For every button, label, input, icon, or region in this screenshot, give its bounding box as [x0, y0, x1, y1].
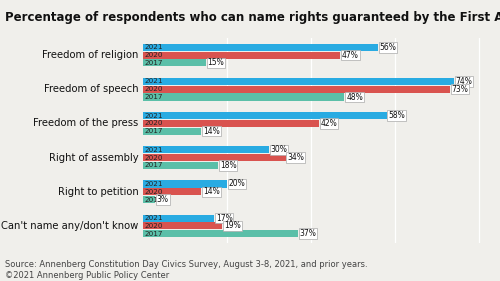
Text: 2017: 2017	[144, 94, 163, 100]
Bar	[142, 78, 454, 85]
Text: 18%: 18%	[220, 161, 236, 170]
Text: 2017: 2017	[144, 162, 163, 168]
Text: Right of assembly: Right of assembly	[48, 153, 138, 163]
Text: Freedom of the press: Freedom of the press	[33, 118, 138, 128]
Bar	[142, 196, 155, 203]
Text: Source: Annenberg Constitution Day Civics Survey, August 3-8, 2021, and prior ye: Source: Annenberg Constitution Day Civic…	[5, 260, 368, 280]
Bar	[142, 128, 202, 135]
Bar	[142, 154, 286, 161]
Text: 2017: 2017	[144, 60, 163, 66]
Text: 19%: 19%	[224, 221, 241, 230]
Text: 2017: 2017	[144, 128, 163, 134]
Text: 2017: 2017	[144, 231, 163, 237]
Text: Percentage of respondents who can name rights guaranteed by the First Amendment: Percentage of respondents who can name r…	[5, 11, 500, 24]
Text: 3%: 3%	[157, 195, 169, 204]
Text: 2020: 2020	[144, 223, 163, 229]
Text: 2021: 2021	[144, 113, 163, 119]
Text: Can't name any/don't know: Can't name any/don't know	[1, 221, 138, 231]
Bar	[142, 112, 386, 119]
Text: 2021: 2021	[144, 181, 163, 187]
Text: 48%: 48%	[346, 92, 363, 101]
Text: 2020: 2020	[144, 155, 163, 161]
Text: 73%: 73%	[452, 85, 468, 94]
Bar	[142, 94, 344, 101]
Text: 2017: 2017	[144, 197, 163, 203]
Bar	[142, 146, 268, 153]
Bar	[142, 230, 298, 237]
Bar	[142, 120, 319, 127]
Text: 42%: 42%	[321, 119, 338, 128]
Text: Freedom of speech: Freedom of speech	[44, 84, 138, 94]
Text: Freedom of religion: Freedom of religion	[42, 50, 138, 60]
Text: 2020: 2020	[144, 86, 163, 92]
Text: 15%: 15%	[208, 58, 224, 67]
Text: 47%: 47%	[342, 51, 359, 60]
Text: 2021: 2021	[144, 44, 163, 50]
Bar	[142, 215, 214, 222]
Text: 2020: 2020	[144, 120, 163, 126]
Bar	[142, 162, 218, 169]
Text: 37%: 37%	[300, 229, 316, 238]
Bar	[142, 86, 450, 93]
Bar	[142, 223, 222, 230]
Text: 30%: 30%	[270, 145, 287, 154]
Text: 2021: 2021	[144, 215, 163, 221]
Bar	[142, 59, 206, 66]
Bar	[142, 44, 378, 51]
Text: 56%: 56%	[380, 43, 396, 52]
Text: 20%: 20%	[228, 180, 245, 189]
Text: 17%: 17%	[216, 214, 232, 223]
Text: 2020: 2020	[144, 52, 163, 58]
Text: 58%: 58%	[388, 111, 405, 120]
Text: Right to petition: Right to petition	[58, 187, 138, 197]
Text: 2021: 2021	[144, 78, 163, 84]
Text: 2021: 2021	[144, 147, 163, 153]
Bar	[142, 51, 340, 58]
Bar	[142, 180, 226, 187]
Text: 34%: 34%	[287, 153, 304, 162]
Text: 2020: 2020	[144, 189, 163, 195]
Text: 74%: 74%	[456, 77, 472, 86]
Text: 14%: 14%	[203, 187, 220, 196]
Bar	[142, 188, 202, 195]
Text: 14%: 14%	[203, 127, 220, 136]
